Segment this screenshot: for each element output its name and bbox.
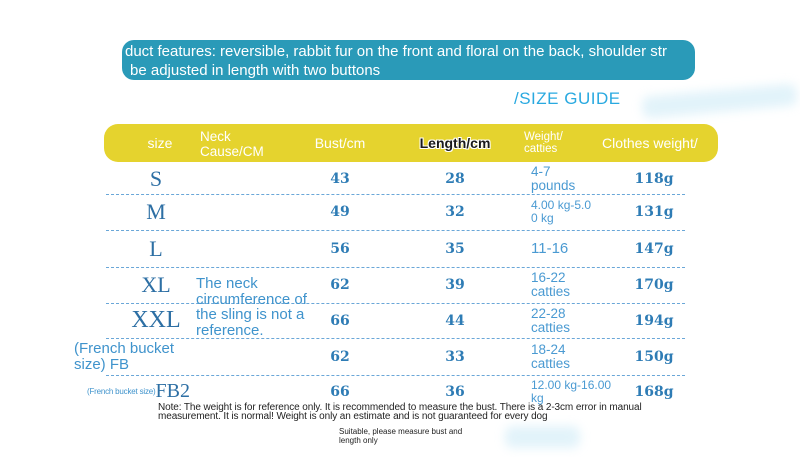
length-value: 33 <box>445 348 465 365</box>
column-header-neck-line2: Cause/CM <box>200 144 264 159</box>
table-row: XL 62 39 16-22 catties 170g <box>106 267 685 304</box>
weight-line: 18-24 <box>531 341 566 357</box>
weight-line: pounds <box>531 178 576 193</box>
weight-line: catties <box>531 355 571 371</box>
table-row: XXL 66 44 22-28 catties 194g <box>106 303 685 339</box>
bust-value: 43 <box>330 171 350 187</box>
measurement-note-line1: Note: The weight is for reference only. … <box>158 402 642 413</box>
suitability-footnote-line1: Suitable, please measure bust and <box>339 427 463 436</box>
column-header-neck-line1: Neck <box>200 129 231 144</box>
measurement-note: Note: The weight is for reference only. … <box>158 402 642 422</box>
size-label-prefix: (French bucket size) <box>87 387 156 396</box>
column-header-length: Length/cm <box>419 135 491 151</box>
weight-value: 4.00 kg-5.0 0 kg <box>531 194 629 230</box>
table-header-bar: size Neck Cause/CM Bust/cm Length/cm Wei… <box>104 124 718 162</box>
size-label: L <box>149 235 163 261</box>
neck-measurement-note: The neck circumference of the sling is n… <box>196 275 307 339</box>
weight-value: 22-28 catties <box>531 303 629 338</box>
column-header-weight-line1: Weight/ <box>524 131 563 143</box>
column-header-neck: Neck Cause/CM <box>200 124 310 162</box>
length-value: 28 <box>445 171 465 187</box>
clothes-weight-value: 131g <box>634 204 674 220</box>
size-label: (French bucket size) FB2 <box>87 375 217 408</box>
weight-value: 11-16 <box>531 230 629 267</box>
bust-value: 62 <box>330 277 350 293</box>
weight-line: 0 kg <box>531 211 554 225</box>
size-label: (French bucket size) FB <box>74 339 175 373</box>
weight-line: kg <box>531 390 544 405</box>
weight-value: 12.00 kg-16.00 kg <box>531 375 629 408</box>
table-row: L 56 35 11-16 147g <box>106 230 685 268</box>
size-label: M <box>146 199 166 224</box>
bust-value: 66 <box>330 383 350 400</box>
weight-line: catties <box>531 284 571 299</box>
length-value: 35 <box>445 240 465 257</box>
bust-value: 66 <box>330 312 350 329</box>
weight-line: 16-22 <box>531 270 566 285</box>
bust-value: 62 <box>330 348 350 365</box>
banner-line-2: be adjusted in length with two buttons <box>130 62 381 79</box>
length-value: 39 <box>445 277 465 293</box>
column-header-clothes-weight: Clothes weight/ <box>602 135 698 151</box>
clothes-weight-value: 194g <box>634 312 674 329</box>
product-features-banner: duct features: reversible, rabbit fur on… <box>122 40 695 80</box>
clothes-weight-value: 170g <box>634 277 674 293</box>
suitability-footnote-line2: length only <box>339 436 378 445</box>
column-header-size: size <box>147 135 173 151</box>
column-header-weight: Weight/ catties <box>524 124 594 162</box>
weight-line: 11-16 <box>531 239 569 257</box>
weight-value: 4-7 pounds <box>531 164 629 194</box>
weight-line: catties <box>531 319 571 335</box>
size-label-main: FB2 <box>155 380 190 402</box>
watermark-wash <box>505 426 580 448</box>
weight-value: 18-24 catties <box>531 338 629 375</box>
clothes-weight-value: 150g <box>634 348 674 365</box>
clothes-weight-value: 118g <box>634 171 674 187</box>
table-row: M 49 32 4.00 kg-5.0 0 kg 131g <box>106 194 685 231</box>
weight-line: 4-7 <box>531 164 551 179</box>
weight-line: 4.00 kg-5.0 <box>531 198 592 212</box>
size-label: S <box>149 166 163 191</box>
weight-line: 22-28 <box>531 305 566 321</box>
suitability-footnote: Suitable, please measure bust and length… <box>339 427 462 445</box>
column-header-weight-line2: catties <box>524 143 558 155</box>
banner-line-1: duct features: reversible, rabbit fur on… <box>125 43 667 60</box>
table-row: S 43 28 4-7 pounds 118g <box>106 164 685 195</box>
section-title: /SIZE GUIDE <box>514 89 621 108</box>
bust-value: 56 <box>330 240 350 257</box>
length-value: 44 <box>445 312 465 329</box>
table-row: (French bucket size) FB 62 33 18-24 catt… <box>74 338 685 376</box>
measurement-note-line2: measurement. It is normal! Weight is onl… <box>158 411 548 422</box>
watermark-wash <box>641 83 798 119</box>
size-label: XXL <box>131 307 181 333</box>
length-value: 32 <box>445 204 465 220</box>
length-value: 36 <box>445 383 465 400</box>
clothes-weight-value: 147g <box>634 240 674 257</box>
column-header-bust: Bust/cm <box>314 135 366 151</box>
weight-line: 12.00 kg-16.00 <box>531 377 612 392</box>
size-label: XL <box>141 272 171 297</box>
clothes-weight-value: 168g <box>634 383 674 400</box>
bust-value: 49 <box>330 204 350 220</box>
weight-value: 16-22 catties <box>531 267 629 303</box>
table-row: (French bucket size) FB2 66 36 12.00 kg-… <box>87 375 685 408</box>
